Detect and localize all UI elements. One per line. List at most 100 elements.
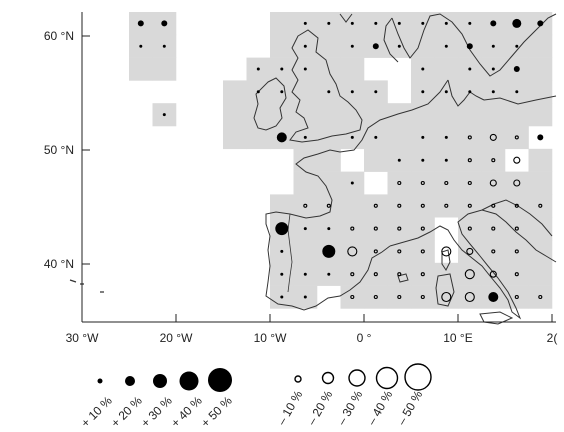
positive-change-marker [490, 20, 497, 27]
ireland-outline [253, 77, 287, 131]
change-markers-layer [137, 18, 544, 303]
grid-cell [387, 194, 412, 218]
grid-cell [317, 171, 341, 195]
negative-change-marker [491, 158, 496, 163]
positive-change-marker [256, 90, 260, 94]
grid-cell [317, 148, 341, 172]
negative-change-marker [444, 203, 449, 208]
negative-change-marker [373, 294, 378, 300]
legend-positive-50-label: + 50 % [198, 393, 235, 430]
positive-change-marker [256, 67, 260, 71]
grid-cell [411, 34, 435, 58]
positive-change-marker [350, 181, 354, 185]
positive-change-marker [513, 66, 520, 72]
positive-change-marker [280, 67, 284, 71]
grid-cell [340, 103, 365, 127]
lat-label-40: 40 °N [44, 257, 74, 271]
grid-cell [505, 171, 529, 195]
coastline-layer [69, 13, 557, 325]
mediterranean-coast [389, 209, 557, 320]
legend-negative-50-marker [404, 363, 432, 391]
grid-cell [411, 171, 435, 195]
grid-cell [317, 194, 341, 218]
grid-cell [364, 148, 388, 172]
positive-change-marker [537, 134, 544, 141]
positive-change-marker [162, 113, 166, 117]
negative-change-marker [303, 203, 308, 208]
positive-change-marker [491, 67, 495, 71]
lon-label-30w: 30 °W [66, 331, 99, 345]
grid-cell [364, 262, 388, 286]
negative-change-marker [420, 249, 425, 254]
legend-negative-40-marker [375, 366, 399, 390]
lon-label-10w: 10 °W [254, 331, 287, 345]
negative-change-marker [467, 180, 472, 186]
legend-positive-40-label: + 40 % [168, 393, 205, 430]
negative-change-marker [373, 249, 378, 254]
legend-negative-40-label: – 40 % [364, 388, 395, 428]
grid-cell [364, 103, 388, 127]
positive-change-marker [512, 18, 522, 28]
grid-cell [528, 240, 553, 264]
scandinavia-outline [391, 13, 557, 77]
sardinia-outline [435, 273, 455, 307]
negative-change-marker [491, 226, 496, 231]
legend-positive-20-label: + 20 % [108, 393, 145, 430]
grid-cell [317, 126, 341, 150]
positive-change-marker [327, 272, 331, 276]
negative-change-marker [464, 291, 475, 303]
grid-cell [458, 194, 482, 218]
positive-change-marker [466, 43, 473, 50]
lon-label-20w: 20 °W [160, 331, 193, 345]
grid-cell [505, 262, 529, 286]
grid-cell [411, 103, 435, 127]
grid-cell [481, 148, 506, 172]
positive-change-marker [421, 158, 425, 162]
legend-negative-20-marker [321, 371, 335, 385]
positive-change-marker [350, 44, 354, 48]
negative-change-marker [467, 203, 472, 208]
grid-cell [528, 148, 553, 172]
grid-cell [223, 126, 247, 150]
positive-change-marker [303, 67, 307, 71]
lat-label-50: 50 °N [44, 143, 74, 157]
negative-change-marker [464, 269, 475, 280]
grid-cell [434, 171, 459, 195]
grid-cell [129, 57, 153, 81]
grid-cell [528, 194, 553, 218]
negative-change-marker [420, 272, 425, 277]
grid-cell [528, 57, 553, 81]
negative-change-marker [373, 226, 378, 231]
positive-change-marker [162, 44, 166, 48]
negative-change-marker [397, 180, 402, 186]
positive-change-marker [280, 90, 284, 94]
negative-change-marker [444, 180, 449, 186]
grid-cell [528, 262, 553, 286]
positive-change-marker [444, 135, 448, 139]
legend-positive-30-label: + 30 % [138, 393, 175, 430]
north-coast-fragment [339, 13, 353, 23]
negative-change-marker [373, 203, 378, 208]
negative-change-marker [347, 246, 358, 257]
grid-cell [223, 103, 247, 127]
legend: + 10 % + 20 % + 30 % + 40 % + 50 % – 10 … [78, 363, 432, 430]
grid-cell [340, 262, 365, 286]
lon-label-0: 0 ° [357, 331, 372, 345]
lat-label-60: 60 °N [44, 29, 74, 43]
grid-cell [481, 240, 506, 264]
positive-change-marker [327, 227, 331, 231]
iberia-border [287, 213, 293, 293]
grid-cell [458, 262, 482, 286]
negative-change-marker [514, 249, 519, 254]
positive-change-marker [350, 90, 354, 94]
positive-change-marker [350, 21, 354, 25]
negative-change-marker [489, 133, 497, 141]
legend-positive-50-marker [208, 368, 232, 392]
grid-cell [434, 194, 459, 218]
grid-cell [411, 262, 435, 286]
negative-change-marker [350, 226, 355, 231]
legend-positive-10-label: + 10 % [78, 393, 115, 430]
grid-cell [340, 57, 365, 81]
negative-change-marker [491, 203, 496, 208]
